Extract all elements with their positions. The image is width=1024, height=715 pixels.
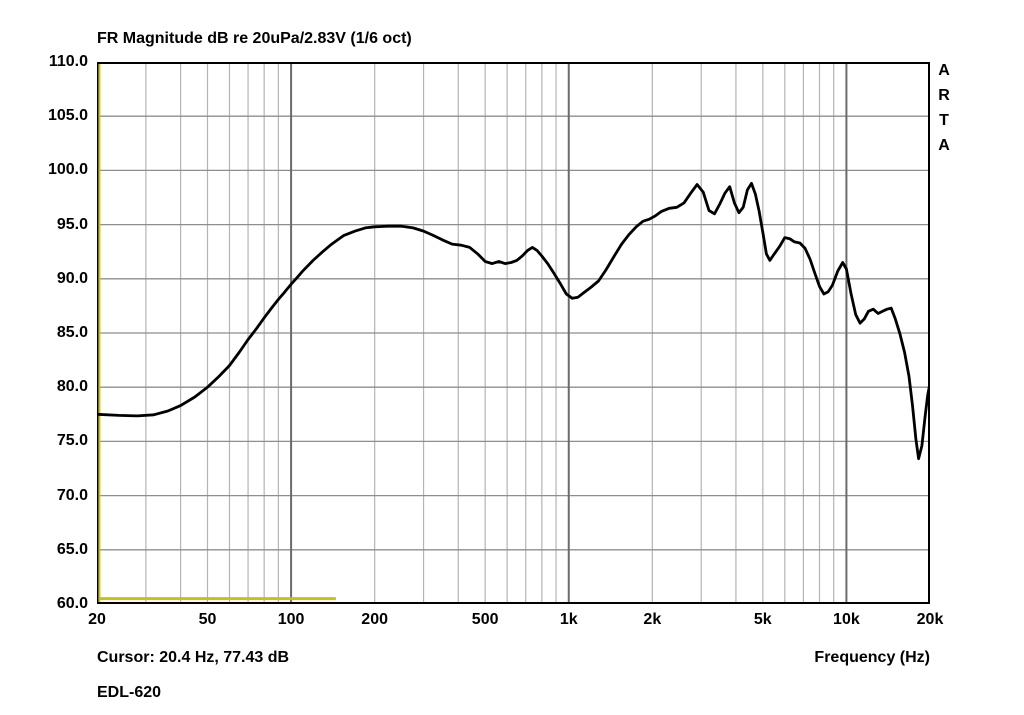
cursor-readout: Cursor: 20.4 Hz, 77.43 dB: [97, 649, 290, 666]
x-tick-label: 500: [471, 611, 499, 628]
y-tick-label: 70.0: [56, 486, 88, 504]
y-tick-label: 85.0: [56, 324, 88, 341]
plot-border: [97, 62, 930, 604]
x-tick-label: 20k: [916, 611, 944, 628]
arta-letter: T: [939, 112, 949, 129]
x-tick-label: 10k: [833, 611, 860, 628]
fr-plot-area[interactable]: [97, 62, 930, 604]
arta-letter: A: [938, 137, 950, 154]
y-tick-label: 80.0: [56, 378, 88, 396]
y-tick-label: 65.0: [56, 540, 88, 558]
x-axis-title: Frequency (Hz): [814, 649, 930, 666]
x-tick-label: 50: [198, 611, 217, 628]
x-tick-label: 200: [361, 611, 388, 628]
curve-label: EDL-620: [97, 684, 162, 701]
x-tick-label: 1k: [559, 611, 578, 628]
y-tick-label: 105.0: [47, 107, 88, 125]
fr-curve[interactable]: [97, 182, 930, 461]
x-tick-label: 20: [88, 611, 106, 628]
x-tick-label: 5k: [753, 611, 772, 628]
y-tick-label: 100.0: [47, 161, 88, 179]
y-tick-label: 60.0: [56, 595, 88, 612]
arta-letter: R: [938, 87, 950, 104]
x-tick-label: 2k: [643, 611, 662, 628]
y-tick-label: 95.0: [56, 215, 88, 233]
arta-letter: A: [938, 62, 950, 79]
chart-title: FR Magnitude dB re 20uPa/2.83V (1/6 oct): [97, 30, 412, 47]
y-tick-label: 75.0: [56, 432, 88, 450]
x-tick-label: 100: [277, 611, 305, 628]
y-tick-label: 110.0: [48, 53, 88, 70]
y-tick-label: 90.0: [56, 269, 88, 287]
